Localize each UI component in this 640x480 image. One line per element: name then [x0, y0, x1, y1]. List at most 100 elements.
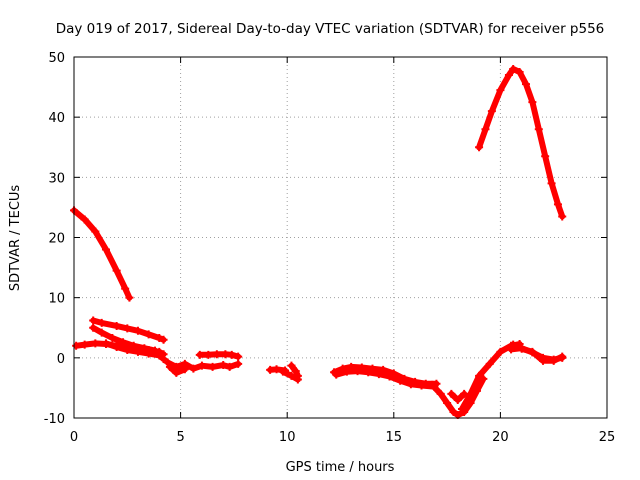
data-point — [108, 333, 117, 342]
data-point — [234, 352, 243, 361]
data-point — [208, 362, 217, 371]
data-point — [475, 371, 484, 380]
data-point — [112, 343, 121, 352]
y-tick-label: 50 — [48, 51, 65, 66]
data-point — [97, 318, 106, 327]
data-point — [475, 143, 484, 152]
series-arc18 — [507, 344, 567, 364]
data-point — [189, 364, 198, 373]
data-point — [417, 381, 426, 390]
y-tick-label: -10 — [44, 412, 65, 427]
data-point — [487, 107, 496, 116]
data-point — [155, 351, 164, 360]
series-arc3 — [89, 316, 168, 344]
data-point — [125, 293, 134, 302]
data-point — [204, 350, 213, 359]
data-point — [80, 340, 89, 349]
data-point — [364, 368, 373, 377]
y-tick-label: 20 — [48, 232, 65, 247]
data-point — [528, 98, 537, 107]
series-arc8 — [165, 362, 189, 377]
data-point — [112, 321, 121, 330]
series-arc11 — [287, 361, 302, 380]
data-point — [515, 68, 524, 77]
data-point — [101, 339, 110, 348]
data-point — [534, 125, 543, 134]
data-point — [180, 365, 189, 374]
y-axis-label: SDTVAR / TECUs — [8, 185, 23, 292]
data-point — [212, 350, 221, 359]
series-arc15 — [447, 389, 469, 404]
series-arc1 — [70, 206, 134, 302]
data-point — [449, 407, 458, 416]
data-point — [517, 344, 526, 353]
data-point — [528, 348, 537, 357]
data-point — [509, 65, 518, 74]
series-line — [476, 66, 566, 220]
data-point — [291, 367, 300, 376]
grid-lines — [74, 57, 607, 418]
data-point — [481, 125, 490, 134]
x-axis-label: GPS time / hours — [286, 460, 395, 475]
data-point — [496, 86, 505, 95]
data-point — [89, 316, 98, 325]
y-tick-label: 10 — [48, 292, 65, 307]
series-arc19 — [475, 65, 567, 221]
plot-frame — [73, 56, 608, 419]
data-point — [123, 346, 132, 355]
data-point — [396, 376, 405, 385]
data-point — [91, 339, 100, 348]
data-point — [447, 389, 456, 398]
data-point — [278, 367, 287, 376]
series-arc7 — [195, 350, 243, 361]
data-point — [466, 389, 475, 398]
data-point — [159, 355, 168, 364]
data-point — [293, 371, 302, 380]
data-point — [458, 404, 467, 413]
x-tick-label: 10 — [279, 430, 296, 445]
series-line — [71, 207, 133, 301]
series-arc6 — [163, 358, 243, 373]
data-point — [72, 341, 81, 350]
data-series — [70, 65, 567, 419]
x-tick-label: 15 — [386, 430, 403, 445]
data-point — [553, 200, 562, 209]
data-point — [541, 152, 550, 161]
x-tick-label: 0 — [70, 430, 78, 445]
series-arc5 — [101, 339, 168, 364]
data-point — [219, 361, 228, 370]
data-point — [133, 347, 142, 356]
data-point — [112, 266, 121, 275]
data-point — [385, 372, 394, 381]
data-point — [89, 323, 98, 332]
data-point — [287, 361, 296, 370]
data-point — [539, 353, 548, 362]
data-point — [332, 370, 341, 379]
y-tick-label: 30 — [48, 171, 65, 186]
data-point — [227, 350, 236, 359]
data-point — [195, 350, 204, 359]
data-point — [225, 362, 234, 371]
data-point — [101, 245, 110, 254]
data-point — [91, 227, 100, 236]
data-point — [80, 215, 89, 224]
data-point — [428, 380, 437, 389]
data-point — [353, 367, 362, 376]
data-point — [123, 324, 132, 333]
data-point — [272, 365, 281, 374]
data-point — [496, 347, 505, 356]
data-point — [144, 349, 153, 358]
data-point — [155, 333, 164, 342]
data-point — [547, 179, 556, 188]
data-point — [144, 330, 153, 339]
series-line — [459, 341, 523, 412]
data-point — [406, 380, 415, 389]
chart-title: Day 019 of 2017, Sidereal Day-to-day VTE… — [56, 21, 605, 37]
data-point — [159, 335, 168, 344]
data-point — [549, 355, 558, 364]
data-point — [521, 80, 530, 89]
data-point — [485, 359, 494, 368]
y-tick-label: 40 — [48, 111, 65, 126]
data-point — [504, 71, 513, 80]
